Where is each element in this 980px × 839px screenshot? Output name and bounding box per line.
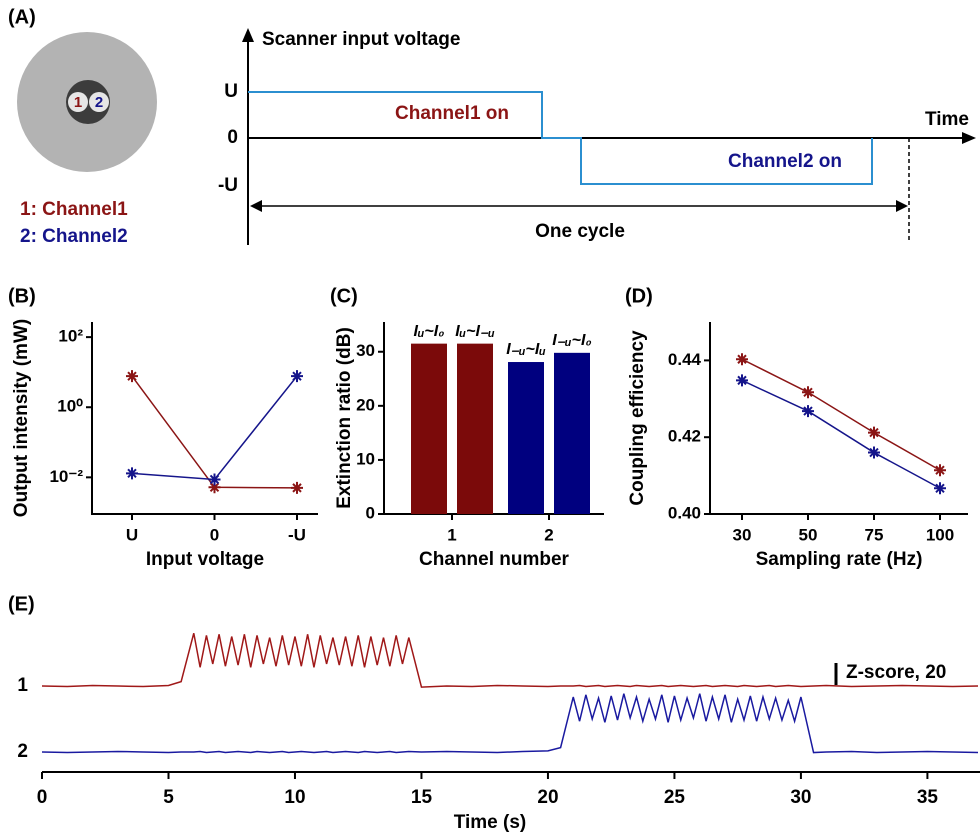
x-tick-label: 30 (790, 787, 811, 808)
x-tick-label: 0 (210, 525, 219, 544)
x-tick-label: 75 (865, 525, 884, 544)
x-tick-label: U (126, 525, 138, 544)
bar-label: Iᵤ~I₀ (414, 323, 445, 340)
x-tick-label: 15 (411, 787, 433, 808)
y-tick-label: 0 (366, 503, 375, 522)
marker (291, 370, 303, 383)
legend-entry: 2: Channel2 (20, 226, 128, 247)
x-tick-label: 30 (733, 525, 752, 544)
y-tick-label: 10 (356, 449, 375, 468)
marker (736, 353, 748, 366)
marker (208, 481, 221, 494)
row-label: 1 (17, 675, 28, 696)
arrow-head (896, 200, 908, 212)
x-axis-label: Input voltage (146, 549, 264, 570)
legend-entry: 1: Channel1 (20, 199, 128, 220)
marker (802, 405, 814, 418)
marker (802, 386, 814, 399)
x-tick-label: -U (288, 525, 306, 544)
y-tick-label: 10⁻² (49, 467, 83, 486)
core-1 (68, 92, 88, 112)
y-tick-label: 30 (356, 341, 375, 360)
series-line (131, 375, 298, 481)
row-label: 2 (17, 741, 28, 762)
core-label: 2 (95, 94, 103, 111)
trace (41, 633, 979, 688)
x-axis-label: Sampling rate (Hz) (756, 549, 923, 570)
series-line (131, 375, 298, 489)
bar (554, 352, 590, 514)
marker (208, 473, 221, 486)
marker (934, 482, 946, 495)
segment-label: Channel1 on (395, 103, 509, 124)
core-2 (89, 92, 109, 112)
panel-label: (C) (330, 285, 358, 307)
series-line (741, 379, 941, 489)
bar-label: Iᵤ~I₋ᵤ (455, 323, 495, 340)
x-axis-label: Time (s) (454, 812, 527, 833)
arrow-head (242, 28, 254, 42)
x-tick-label: 25 (664, 787, 686, 808)
marker (291, 481, 303, 494)
panel-label: (D) (625, 285, 653, 307)
bar-label: I₋ᵤ~Iᵤ (506, 341, 546, 358)
x-tick-label: 1 (447, 525, 456, 544)
marker (126, 467, 138, 480)
panel-label: (A) (8, 6, 36, 28)
level-label: U (224, 81, 238, 102)
segment-label: Channel2 on (728, 151, 842, 172)
axes (247, 36, 966, 245)
y-axis-label: Output intensity (mW) (11, 319, 32, 517)
scale-bar-label: Z-score, 20 (846, 662, 946, 683)
x-tick-label: 0 (37, 787, 48, 808)
y-tick-label: 10² (58, 327, 83, 346)
bar (411, 343, 447, 514)
cycle-label: One cycle (535, 221, 625, 242)
marker (868, 446, 880, 459)
x-axis-label: Time (925, 109, 969, 130)
marker (868, 426, 880, 439)
y-tick-label: 0.40 (668, 503, 701, 522)
core-label: 1 (74, 94, 82, 111)
y-axis-label: Scanner input voltage (262, 29, 460, 50)
x-tick-label: 20 (537, 787, 558, 808)
x-tick-label: 2 (544, 525, 553, 544)
waveform (248, 91, 873, 185)
x-tick-label: 50 (799, 525, 818, 544)
y-axis-label: Coupling efficiency (627, 330, 648, 506)
level-label: -U (218, 175, 238, 196)
level-label: 0 (227, 127, 238, 148)
panel-label: (E) (8, 593, 35, 615)
y-tick-label: 10⁰ (57, 397, 83, 416)
bar (508, 362, 544, 514)
x-tick-label: 35 (917, 787, 939, 808)
trace (41, 693, 979, 754)
panel-label: (B) (8, 285, 36, 307)
y-tick-label: 0.44 (668, 350, 702, 369)
arrow-head (962, 132, 976, 144)
x-tick-label: 10 (284, 787, 305, 808)
x-axis-label: Channel number (419, 549, 570, 570)
marker (736, 374, 748, 387)
series-line (741, 358, 941, 471)
marker (126, 370, 138, 383)
bar-label: I₋ᵤ~I₀ (552, 332, 591, 349)
marker (934, 464, 946, 477)
bar (457, 343, 493, 514)
y-tick-label: 0.42 (668, 427, 701, 446)
x-tick-label: 100 (926, 525, 954, 544)
arrow-head (250, 200, 262, 212)
y-tick-label: 20 (356, 395, 375, 414)
x-tick-label: 5 (163, 787, 174, 808)
y-axis-label: Extinction ratio (dB) (334, 327, 355, 509)
